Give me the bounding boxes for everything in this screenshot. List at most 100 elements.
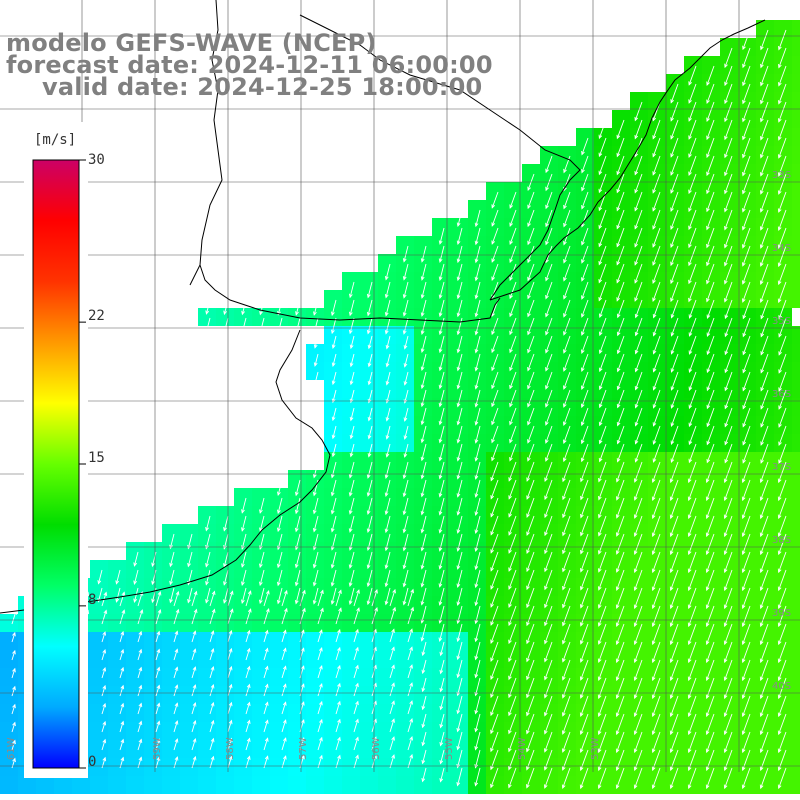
field-cell (270, 758, 288, 776)
wind-arrow-head (438, 384, 443, 390)
field-cell (288, 650, 306, 668)
wind-arrow (421, 479, 427, 497)
wind-arrow-head (526, 549, 530, 555)
field-cell (576, 434, 594, 452)
field-cell (486, 308, 504, 326)
wind-arrow-head (670, 279, 674, 285)
field-cell (432, 236, 450, 254)
wind-arrow-head (759, 262, 764, 267)
wind-arrow (653, 425, 661, 445)
wind-arrow (457, 281, 463, 299)
field-cell (378, 488, 396, 506)
field-cell (234, 524, 252, 542)
wind-arrow (169, 569, 175, 585)
wind-arrow (580, 461, 589, 482)
wind-arrow-head (723, 514, 728, 520)
wind-arrow-head (438, 294, 443, 300)
wind-arrow (421, 353, 427, 371)
wind-arrow-head (633, 568, 638, 574)
field-cell (738, 128, 756, 146)
wind-arrow (407, 589, 414, 607)
field-cell (414, 254, 432, 272)
wind-arrow-head (241, 509, 245, 514)
wind-arrow-head (456, 637, 461, 643)
wind-arrow (403, 497, 409, 515)
wind-arrow (421, 263, 427, 280)
wind-arrow (598, 155, 607, 175)
wind-arrow (742, 371, 751, 391)
wind-arrow-head (544, 477, 548, 483)
wind-arrow (742, 497, 751, 519)
wind-arrow-head (474, 709, 479, 715)
field-cell (288, 668, 306, 686)
longitude-label: 57W (298, 737, 309, 760)
wind-arrow-head (543, 766, 548, 771)
wind-arrow-head (330, 528, 335, 533)
wind-arrow-head (330, 492, 335, 497)
wind-arrow-head (778, 387, 782, 392)
wind-arrow (545, 335, 553, 353)
wind-arrow-head (616, 188, 621, 194)
field-cell (288, 470, 306, 488)
wind-arrow-head (438, 312, 443, 318)
wind-arrow (688, 713, 697, 735)
wind-arrow (526, 533, 535, 554)
field-cell (612, 614, 630, 632)
wind-arrow (670, 245, 679, 266)
wind-arrow (689, 335, 697, 355)
field-cell (792, 218, 800, 236)
wind-arrow (101, 631, 106, 643)
wind-arrow (421, 533, 427, 551)
field-cell (774, 326, 792, 344)
wind-arrow (349, 479, 355, 496)
wind-arrow (491, 407, 499, 425)
field-cell (774, 686, 792, 704)
wind-arrow (527, 191, 535, 209)
wind-arrow-head (616, 458, 621, 463)
wind-arrow (350, 407, 355, 421)
field-cell (522, 452, 540, 470)
wind-arrow (386, 389, 391, 403)
wind-arrow (475, 551, 481, 570)
wind-arrow (599, 407, 607, 426)
field-cell (270, 632, 288, 650)
wind-arrow (457, 659, 463, 678)
wind-arrow-head (102, 756, 107, 762)
wind-arrow-head (420, 258, 425, 263)
field-cell (576, 218, 594, 236)
wind-arrow (421, 623, 427, 641)
field-cell (468, 416, 486, 434)
wind-arrow (706, 155, 715, 176)
wind-arrow (599, 389, 607, 408)
field-cell (792, 740, 800, 758)
wind-arrow (331, 299, 337, 316)
wind-arrow-head (210, 630, 215, 635)
wind-arrow (670, 767, 679, 789)
wind-arrow (671, 353, 679, 373)
wind-arrow-head (742, 441, 747, 446)
wind-arrow-head (508, 765, 512, 771)
wind-arrow-head (402, 600, 407, 606)
wind-arrow (403, 587, 409, 605)
field-cell (378, 416, 396, 434)
wind-arrow-head (192, 755, 197, 761)
wind-arrow (562, 551, 571, 572)
wind-arrow-head (598, 349, 603, 355)
wind-arrow-head (102, 738, 107, 744)
wind-arrow-head (563, 259, 567, 264)
field-cell (414, 560, 432, 578)
wind-arrow (353, 701, 359, 715)
field-cell (720, 290, 738, 308)
wind-arrow (617, 299, 625, 318)
wind-arrow (778, 695, 787, 717)
field-cell (540, 686, 558, 704)
wind-arrow-head (174, 720, 179, 725)
wind-arrow-head (669, 676, 674, 682)
wind-arrow (299, 630, 305, 643)
field-cell (702, 290, 720, 308)
wind-arrow-head (300, 719, 305, 724)
wind-arrow (724, 47, 733, 68)
wind-arrow-head (295, 311, 299, 316)
wind-arrow (598, 641, 607, 663)
wind-arrow (670, 155, 679, 176)
